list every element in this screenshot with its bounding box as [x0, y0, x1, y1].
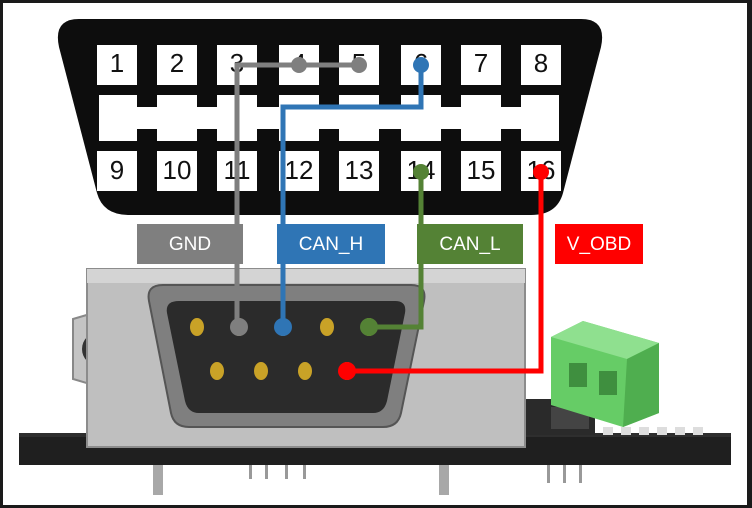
can-h-wire [274, 57, 429, 336]
can-l-label: CAN_L [439, 234, 500, 255]
v-obd-wire [338, 164, 549, 380]
obd-pin-12: 12 [285, 155, 314, 185]
db9-connector-icon [72, 268, 526, 448]
can-l-label-box [417, 224, 523, 264]
can-l-wire [360, 164, 429, 336]
gnd-wire [230, 57, 367, 336]
obd-pin-13: 13 [345, 155, 374, 185]
obd-pin-10: 10 [163, 155, 192, 185]
diagram-frame: 1 2 3 4 5 6 7 8 9 10 11 12 13 14 15 16 G… [3, 3, 747, 505]
v-obd-label-box [555, 224, 643, 264]
obd-pin-9: 9 [110, 155, 124, 185]
obd-pin-2: 2 [170, 48, 184, 78]
wiring-diagram: 1 2 3 4 5 6 7 8 9 10 11 12 13 14 15 16 G… [19, 19, 731, 495]
gnd-label-box [137, 224, 243, 264]
can-h-label-box [277, 224, 385, 264]
v-obd-label: V_OBD [567, 234, 631, 255]
obd-pin-7: 7 [474, 48, 488, 78]
screw-terminal-icon [551, 321, 659, 427]
can-h-label: CAN_H [299, 234, 363, 255]
obd2-connector-icon [57, 19, 603, 215]
obd-pin-8: 8 [534, 48, 548, 78]
obd-pin-15: 15 [467, 155, 496, 185]
obd-pin-1: 1 [110, 48, 124, 78]
gnd-label: GND [169, 234, 211, 255]
